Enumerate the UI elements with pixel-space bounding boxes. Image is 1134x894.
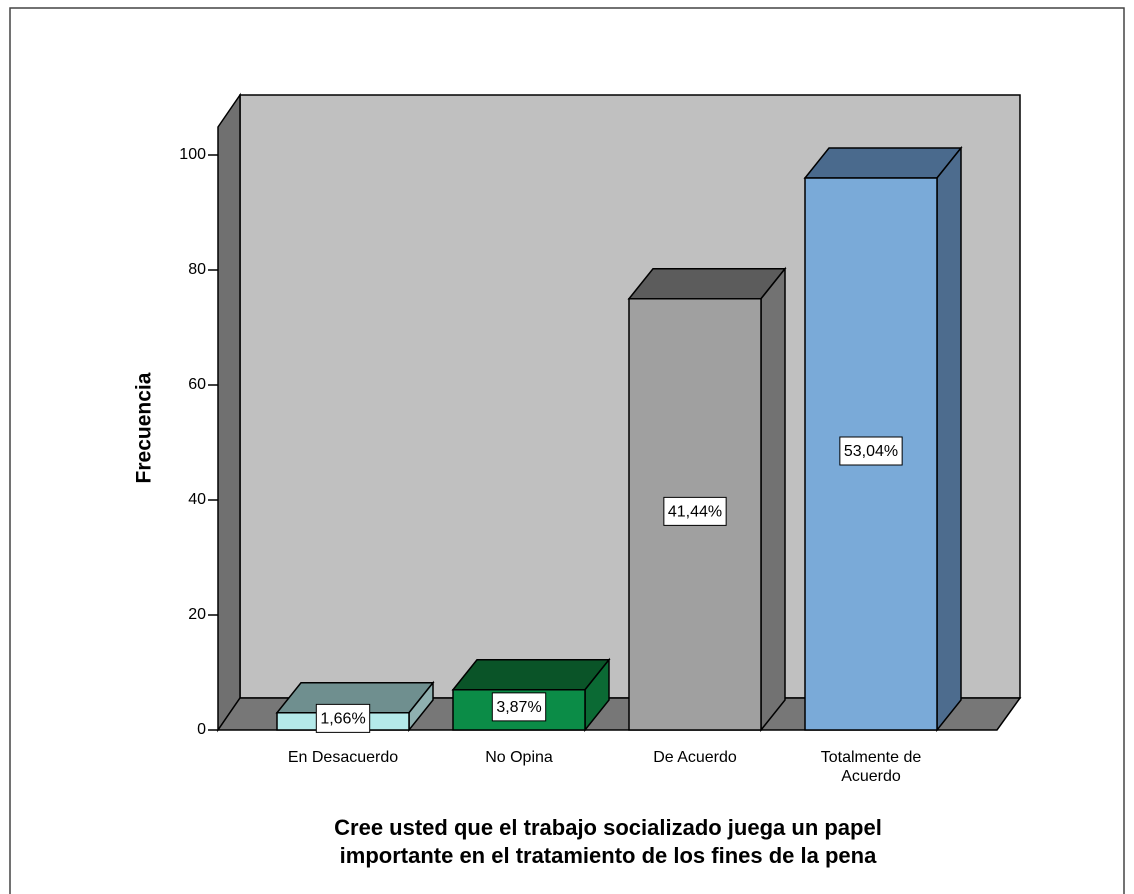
y-tick-label: 100 xyxy=(179,146,206,163)
y-axis-title: Frecuencia xyxy=(133,372,156,483)
x-tick-label: En Desacuerdo xyxy=(288,749,398,766)
x-tick-label-line: Acuerdo xyxy=(841,768,901,785)
x-tick-label: Totalmente de Acuerdo xyxy=(821,749,922,785)
y-tick-label: 0 xyxy=(197,721,206,738)
x-axis-title: importante en el tratamiento de los fine… xyxy=(340,843,877,868)
data-label-box xyxy=(663,496,727,526)
data-label: 1,66% xyxy=(320,711,365,728)
data-label-box xyxy=(315,703,371,733)
bar-top xyxy=(451,659,611,691)
bar-side xyxy=(936,145,962,733)
x-tick-label: No Opina xyxy=(485,749,553,766)
data-label: 53,04% xyxy=(844,443,898,460)
data-label-box xyxy=(491,692,547,722)
data-label: 41,44% xyxy=(668,504,722,521)
x-tick-label-line: Totalmente de xyxy=(821,749,922,766)
y-tick-label: 20 xyxy=(188,606,206,623)
data-label-box xyxy=(839,436,903,466)
bar-top xyxy=(803,147,963,179)
y-tick-label: 80 xyxy=(188,261,206,278)
y-tick-label: 60 xyxy=(188,376,206,393)
bar-side xyxy=(760,266,786,733)
x-axis-title: Cree usted que el trabajo socializado ju… xyxy=(334,815,882,840)
data-label: 3,87% xyxy=(496,699,541,716)
left-wall xyxy=(217,92,241,733)
bar xyxy=(803,145,963,733)
x-tick-label: De Acuerdo xyxy=(653,749,737,766)
y-tick-label: 40 xyxy=(188,491,206,508)
bar-top xyxy=(627,268,787,300)
